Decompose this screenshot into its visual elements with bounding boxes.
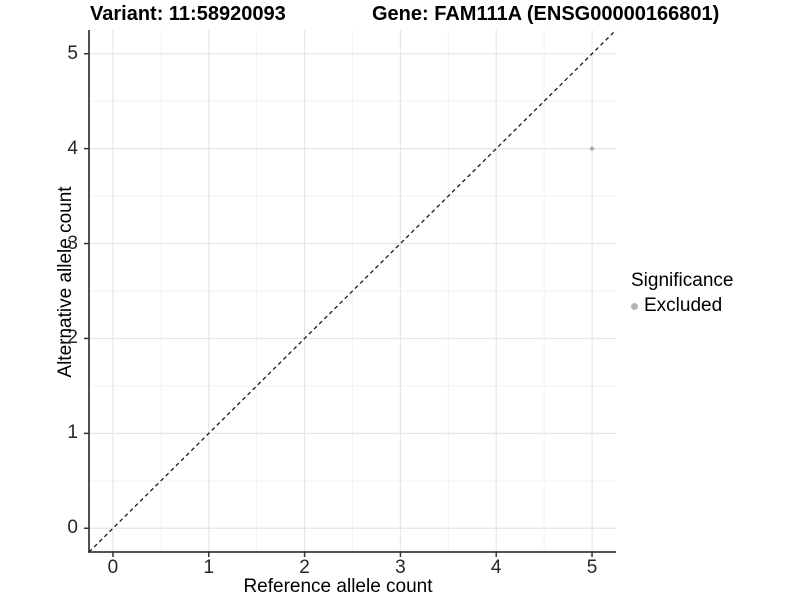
x-tick-label: 3: [395, 557, 406, 578]
y-tick-label: 0: [67, 517, 78, 539]
major-gridlines: [89, 30, 616, 552]
minor-gridlines: [89, 30, 616, 552]
y-tick-label: 4: [67, 137, 78, 159]
data-point: [589, 146, 595, 151]
x-tick-label: 2: [299, 557, 310, 578]
x-tick-label: 1: [203, 557, 215, 578]
axis-lines: [88, 30, 616, 553]
legend-item-label: Excluded: [644, 295, 723, 316]
identity-line: [88, 29, 617, 553]
tick-marks: [84, 52, 593, 557]
legend-item-excluded: Excluded: [631, 295, 733, 317]
legend-title: Significance: [631, 270, 734, 291]
legend: Significance Excluded: [631, 270, 733, 317]
x-axis-label: Reference allele count: [243, 576, 433, 597]
y-tick-label: 5: [67, 42, 78, 64]
y-tick-label: 1: [67, 422, 78, 444]
data-points: [589, 146, 595, 151]
x-tick-label: 0: [107, 557, 119, 578]
y-tick-label: 3: [67, 232, 78, 254]
y-tick-label: 2: [67, 327, 78, 349]
legend-point-icon: [631, 302, 638, 310]
plot-title-gene: Gene: FAM111A (ENSG00000166801): [372, 3, 720, 25]
x-tick-label: 5: [586, 557, 598, 578]
plot-title-variant: Variant: 11:58920093: [90, 3, 286, 25]
x-tick-label: 4: [490, 557, 502, 578]
